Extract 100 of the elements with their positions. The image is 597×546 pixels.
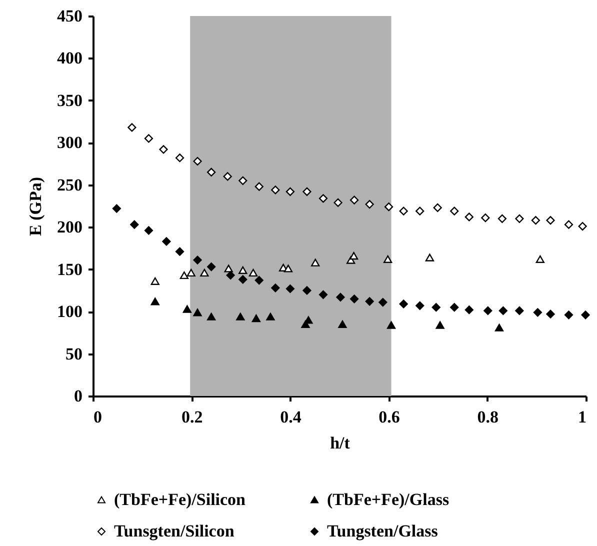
point [284,264,293,272]
point [334,198,342,207]
point [384,255,392,264]
point [128,123,136,132]
point [515,306,524,316]
point [531,216,540,225]
y-tick-label: 0 [74,386,82,406]
x-tick-label: 1 [578,408,586,426]
point [207,312,216,320]
point [536,255,544,264]
point [130,220,139,229]
y-tick-label: 300 [57,133,82,152]
point [302,286,312,295]
point [144,226,154,235]
point [238,176,248,185]
point [484,306,492,316]
point [150,277,160,285]
point [481,214,490,222]
point [349,252,358,260]
point [236,312,245,320]
point [302,187,312,196]
point [336,292,345,302]
point [207,168,216,177]
point [224,264,233,272]
point [498,306,508,316]
x-axis-title: h/t [330,434,350,452]
point [399,300,408,308]
x-tick-label: 0.6 [378,408,400,426]
x-tick-label: 0.4 [280,408,302,426]
point [238,275,248,284]
point [150,298,160,306]
point [494,324,504,332]
point [162,237,171,246]
point [564,310,574,320]
point [546,310,555,318]
point [112,204,121,213]
point [450,303,459,312]
legend-label: Tunsgten/Silicon [114,522,235,540]
point [338,320,347,328]
point [175,247,184,256]
point [399,206,408,216]
point [546,216,555,225]
point [271,186,280,194]
point [384,202,394,212]
point [581,310,590,320]
point [200,268,209,277]
point [144,134,154,143]
point [365,297,374,306]
point [564,220,574,229]
point [311,258,320,266]
point [248,268,258,277]
point [159,145,168,154]
y-tick-label: 50 [66,344,82,364]
point [223,172,232,181]
point [515,214,524,223]
point [186,268,196,277]
y-tick-label: 350 [57,90,82,110]
point [450,206,459,216]
point [207,262,216,272]
y-tick-label: 250 [57,175,82,194]
point [252,314,260,322]
x-tick-label: 0 [94,408,102,426]
point [238,266,248,274]
point [433,203,442,212]
point [533,308,542,317]
point [318,194,328,203]
legend-label: (TbFe+Fe)/Silicon [114,490,246,509]
x-tick-label: 0.8 [477,408,499,426]
y-tick-label: 100 [57,302,82,322]
y-tick-label: 450 [57,6,82,26]
point [498,214,506,223]
point [193,256,202,264]
y-tick-label: 150 [57,260,82,279]
point [286,284,295,294]
point [193,156,202,166]
point [175,154,184,162]
point [464,212,474,222]
legend-label: (TbFe+Fe)/Glass [327,490,450,509]
x-tick-label: 0.2 [181,408,203,426]
point [318,290,328,299]
point [432,303,440,312]
point [386,321,396,329]
y-tick-label: 400 [57,48,82,68]
point [416,301,424,310]
point [193,308,202,316]
point [378,298,388,307]
point [425,254,434,262]
point [416,206,424,216]
point [464,306,474,314]
point [226,270,235,280]
point [182,305,192,313]
point [254,276,264,285]
point [350,196,359,204]
point [271,284,280,292]
point [578,222,587,231]
point [350,294,359,304]
point [254,182,264,191]
legend-label: Tungsten/Glass [327,522,438,540]
y-tick-label: 200 [57,218,82,237]
point [286,187,295,196]
